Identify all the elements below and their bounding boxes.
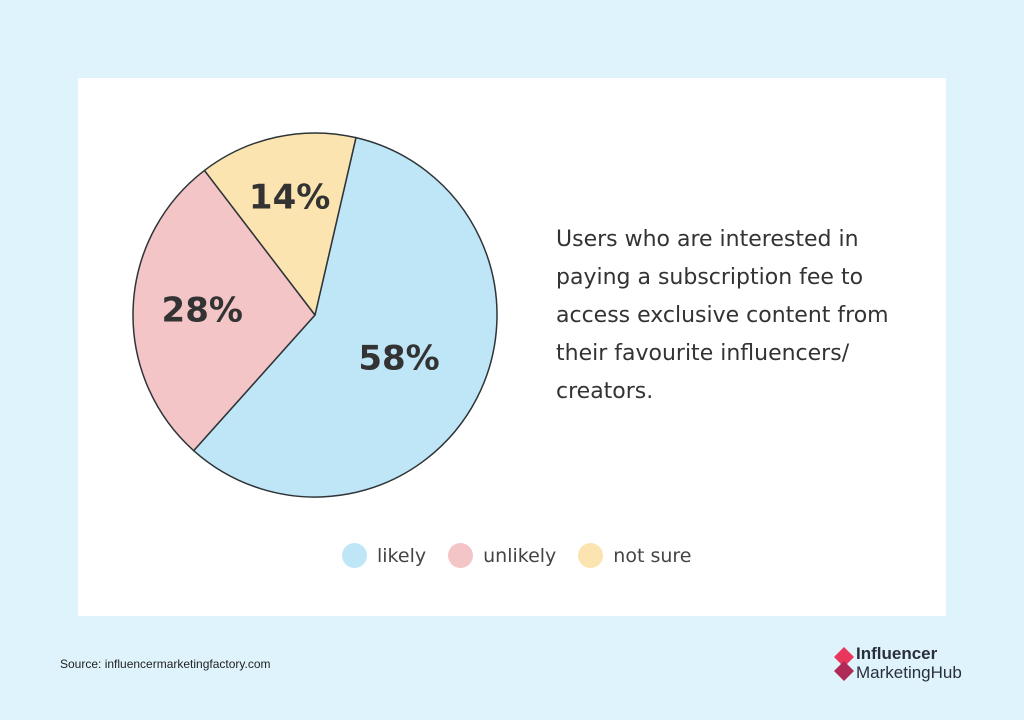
legend-swatch-likely — [342, 543, 367, 568]
pie-slice-unlikely — [132, 169, 316, 452]
legend-item-unlikely: unlikely — [448, 543, 556, 568]
pie-label-likely: 58% — [358, 339, 439, 379]
brand-line2: MarketingHub — [856, 663, 962, 682]
pie-label-unlikely: 28% — [162, 291, 243, 331]
pie-label-not-sure: 14% — [249, 178, 330, 218]
legend-item-not-sure: not sure — [578, 543, 691, 568]
legend: likely unlikely not sure — [342, 543, 713, 568]
brand-line1: Influencer — [856, 644, 938, 663]
legend-swatch-not-sure — [578, 543, 604, 568]
legend-item-likely: likely — [342, 543, 426, 568]
chart-caption: Users who are interested in paying a sub… — [556, 227, 889, 404]
brand-mark-icon — [834, 647, 854, 681]
pie-chart: 58% 28% 14% — [132, 132, 498, 498]
source-note: Source: influencermarketingfactory.com — [60, 657, 271, 671]
legend-swatch-unlikely — [448, 543, 474, 568]
legend-label-likely: likely — [377, 544, 427, 567]
pie-slice-not-sure — [203, 132, 357, 316]
brand-wordmark: Influencer MarketingHub — [856, 645, 962, 683]
legend-label-not-sure: not sure — [613, 544, 692, 567]
chart-card: 58% 28% 14% Users who are interested in pa… — [78, 78, 946, 616]
pie-slice-likely — [192, 136, 498, 498]
legend-label-unlikely: unlikely — [483, 544, 557, 567]
